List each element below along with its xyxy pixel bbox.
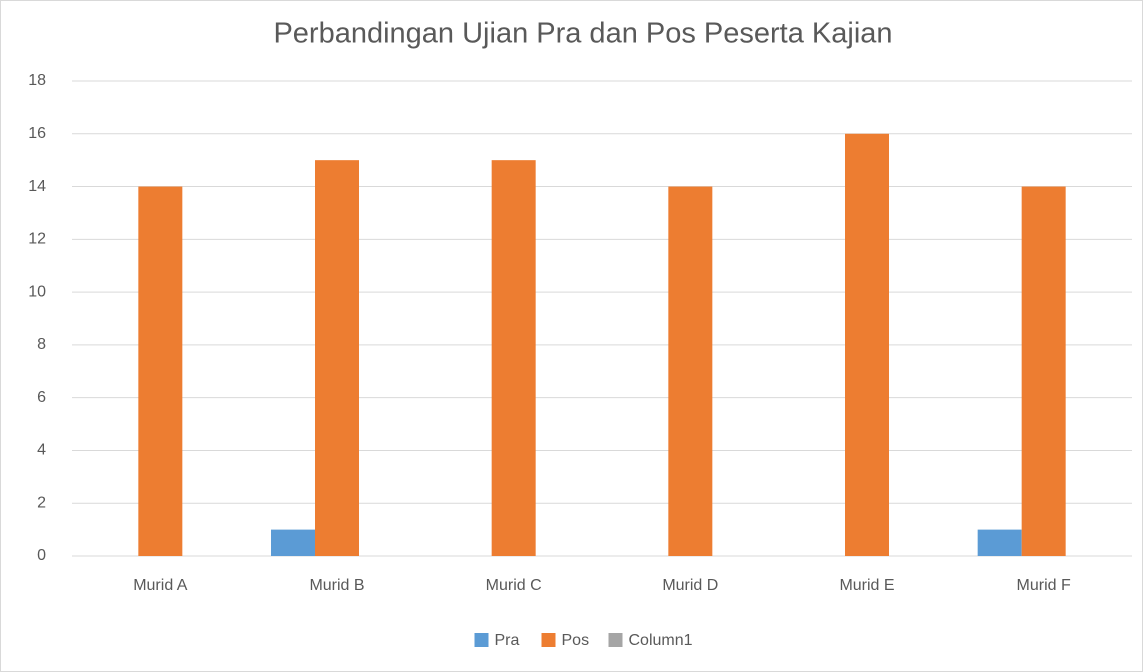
y-tick-label: 4 (37, 442, 46, 459)
bar (138, 186, 183, 557)
legend-label: Pos (562, 632, 590, 649)
legend-swatch (541, 633, 556, 647)
bar (977, 529, 1022, 556)
bar (668, 186, 713, 557)
y-tick-label: 8 (37, 336, 46, 353)
y-tick-label: 18 (28, 72, 46, 89)
chart-title: Perbandingan Ujian Pra dan Pos Peserta K… (273, 18, 892, 50)
x-tick-label: Murid E (839, 577, 894, 594)
x-tick-label: Murid C (486, 577, 542, 594)
x-tick-label: Murid B (309, 577, 364, 594)
y-tick-label: 14 (28, 178, 46, 195)
y-tick-label: 16 (28, 125, 46, 142)
y-tick-label: 2 (37, 494, 46, 511)
bar (315, 160, 359, 556)
bar (1021, 186, 1066, 557)
legend-label: Pra (495, 632, 520, 649)
y-tick-label: 10 (28, 283, 46, 300)
legend-label: Column1 (629, 632, 693, 649)
bar (271, 529, 315, 556)
x-tick-label: Murid F (1017, 577, 1071, 594)
y-tick-label: 0 (37, 547, 46, 564)
y-tick-label: 6 (37, 389, 46, 406)
bar (491, 160, 536, 556)
legend-swatch (608, 633, 623, 647)
x-tick-label: Murid A (133, 577, 188, 594)
x-tick-label: Murid D (662, 577, 718, 594)
bar (845, 133, 889, 556)
legend-swatch (474, 633, 489, 647)
y-tick-label: 12 (28, 231, 46, 248)
